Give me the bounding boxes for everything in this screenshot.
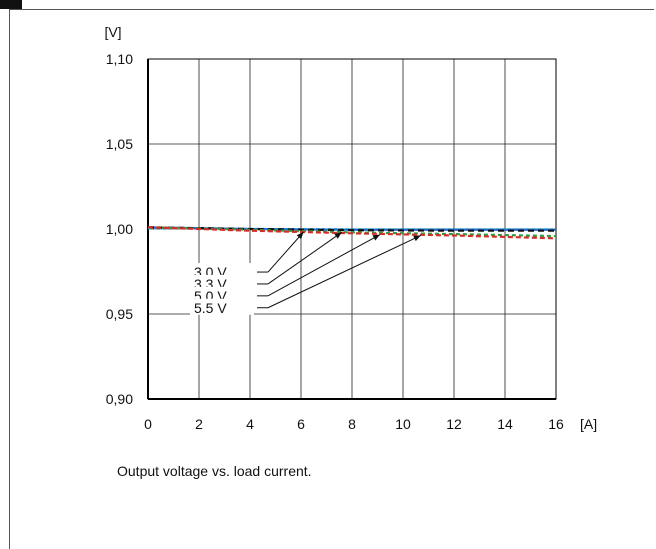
series-arrowhead xyxy=(372,234,380,241)
series-arrowhead xyxy=(413,235,421,242)
series-label: 5.5 V xyxy=(194,300,227,316)
y-axis-unit: [V] xyxy=(104,24,121,40)
header-mark xyxy=(0,0,22,9)
x-tick-label: 4 xyxy=(246,416,254,432)
x-tick-label: 10 xyxy=(395,416,411,432)
x-axis-unit: [A] xyxy=(580,416,597,432)
series-label-bg xyxy=(190,298,254,315)
series-line xyxy=(147,226,557,240)
y-tick-label: 1,00 xyxy=(106,221,133,237)
y-tick-label: 0,90 xyxy=(106,391,133,407)
figure-caption: Output voltage vs. load current. xyxy=(117,463,312,479)
series-arrowhead xyxy=(296,232,304,240)
x-tick-label: 16 xyxy=(548,416,564,432)
y-tick-label: 0,95 xyxy=(106,306,133,322)
x-tick-label: 2 xyxy=(195,416,203,432)
x-tick-label: 6 xyxy=(297,416,305,432)
series-line xyxy=(147,226,556,232)
series-leader xyxy=(267,231,343,285)
series-arrowhead xyxy=(334,232,342,239)
series-leader xyxy=(267,234,381,297)
y-tick-label: 1,10 xyxy=(106,51,133,67)
series-leader xyxy=(267,231,304,273)
x-tick-label: 14 xyxy=(497,416,513,432)
x-tick-label: 12 xyxy=(446,416,462,432)
x-tick-label: 8 xyxy=(348,416,356,432)
x-tick-label: 0 xyxy=(144,416,152,432)
y-tick-label: 1,05 xyxy=(106,136,133,152)
figure-frame xyxy=(9,9,654,549)
series-leader xyxy=(267,234,422,309)
